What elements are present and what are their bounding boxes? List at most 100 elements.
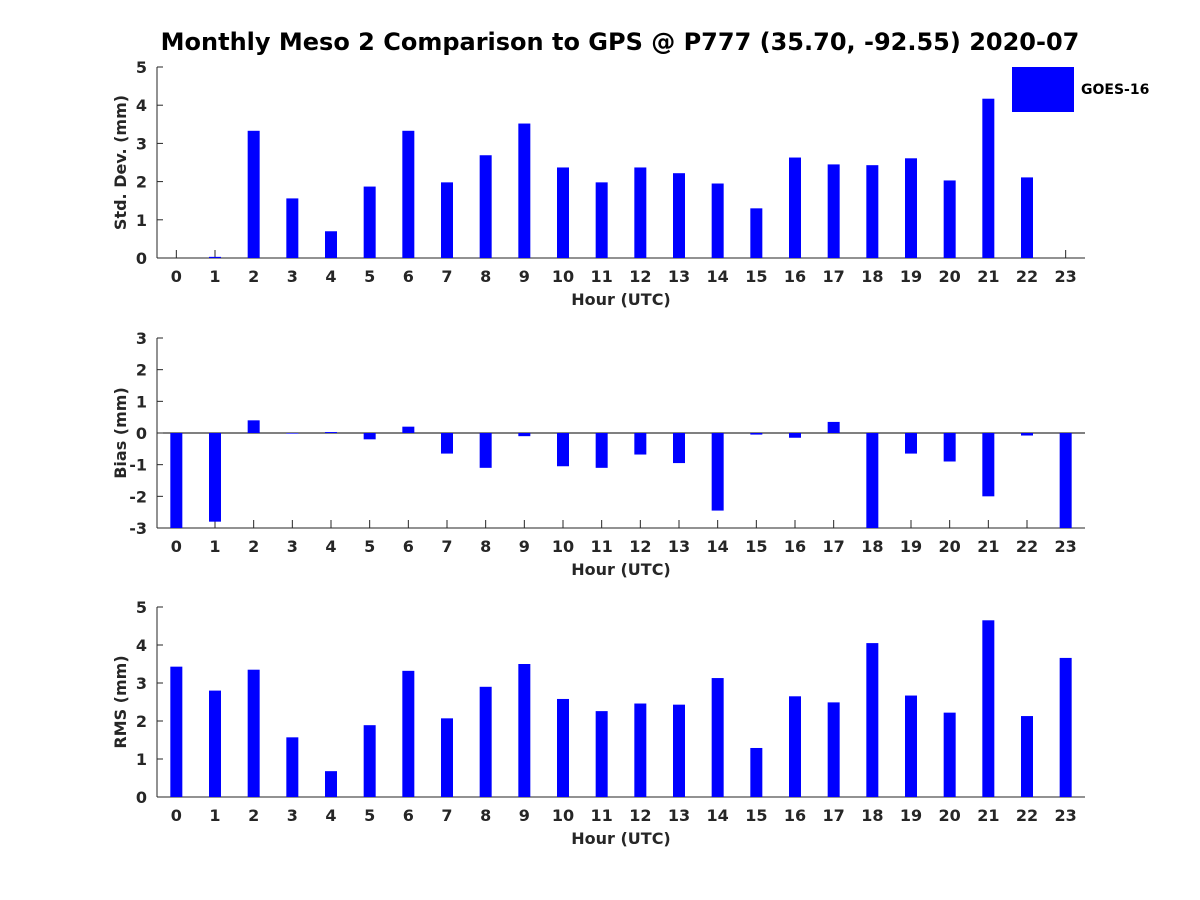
x-tick-label: 0 [171,806,182,825]
bar-rms-16 [789,696,801,797]
bar-rms-12 [634,703,647,797]
bar-std-dev-13 [673,173,685,258]
y-tick-label: 3 [136,134,147,153]
x-tick-label: 2 [248,537,259,556]
bar-bias-9 [518,433,531,437]
bar-std-dev-4 [325,231,337,258]
bar-rms-2 [247,669,260,797]
x-tick-label: 6 [403,537,414,556]
x-tick-label: 3 [287,537,298,556]
bar-rms-21 [982,620,995,797]
bar-std-dev-8 [479,155,492,258]
bar-rms-7 [441,718,453,797]
y-tick-label: 5 [136,58,147,77]
bar-rms-10 [557,698,569,797]
x-tick-label: 4 [325,537,336,556]
bar-std-dev-15 [750,208,763,258]
bar-bias-19 [905,433,917,454]
bar-bias-6 [402,426,415,433]
x-tick-label: 13 [668,806,690,825]
bar-rms-11 [595,711,608,797]
x-tick-label: 18 [861,537,883,556]
bar-std-dev-17 [827,164,840,258]
x-tick-label: 21 [977,806,999,825]
x-tick-label: 12 [629,537,651,556]
y-tick-label: 2 [136,173,147,192]
bar-rms-13 [673,704,685,797]
x-tick-label: 15 [745,537,767,556]
y-tick-label: -2 [129,487,147,506]
bar-std-dev-3 [286,198,299,258]
x-tick-label: 14 [707,806,729,825]
bar-rms-23 [1059,657,1072,797]
bar-bias-8 [479,433,492,468]
bar-std-dev-21 [982,98,995,259]
y-tick-label: -3 [129,519,147,538]
x-tick-label: 1 [209,267,220,286]
legend: GOES-16 [1012,67,1149,112]
x-tick-label: 19 [900,537,922,556]
legend-label: GOES-16 [1081,81,1150,98]
x-axis-label: Hour (UTC) [571,290,671,309]
x-tick-label: 9 [519,537,530,556]
x-tick-label: 5 [364,537,375,556]
x-tick-label: 21 [977,267,999,286]
x-tick-label: 13 [668,537,690,556]
x-tick-label: 2 [248,806,259,825]
bar-std-dev-12 [634,167,647,258]
bar-bias-15 [750,433,763,435]
bar-bias-18 [866,433,879,528]
bar-bias-0 [170,433,183,528]
bar-bias-11 [595,433,608,468]
bar-std-dev-14 [711,183,724,258]
x-axis-label: Hour (UTC) [571,560,671,579]
x-tick-label: 1 [209,537,220,556]
bar-rms-4 [325,771,337,797]
x-tick-label: 4 [325,267,336,286]
x-tick-label: 16 [784,267,806,286]
bar-std-dev-16 [789,157,801,258]
x-tick-label: 23 [1055,267,1077,286]
bar-bias-1 [209,433,221,522]
figure-title: Monthly Meso 2 Comparison to GPS @ P777 … [160,28,1080,56]
y-tick-label: 0 [136,788,147,807]
bar-rms-6 [402,670,415,797]
bar-rms-22 [1021,716,1033,797]
y-tick-label: 4 [136,96,147,115]
bar-std-dev-11 [595,182,608,258]
x-tick-label: 13 [668,267,690,286]
x-tick-label: 10 [552,537,574,556]
y-tick-label: 3 [136,674,147,693]
x-tick-label: 17 [823,537,845,556]
y-tick-label: 1 [136,211,147,230]
x-tick-label: 6 [403,267,414,286]
x-tick-label: 0 [171,537,182,556]
y-axis-label: Bias (mm) [111,387,130,479]
bar-std-dev-1 [209,256,221,258]
x-tick-label: 3 [287,267,298,286]
bar-std-dev-6 [402,130,415,258]
y-axis-label: RMS (mm) [111,655,130,748]
bar-std-dev-5 [363,186,376,258]
x-tick-label: 6 [403,806,414,825]
x-tick-label: 11 [591,537,613,556]
x-tick-label: 14 [707,537,729,556]
x-tick-label: 21 [977,537,999,556]
bar-rms-8 [479,686,492,797]
bar-rms-20 [943,712,956,797]
x-tick-label: 11 [591,267,613,286]
x-tick-label: 23 [1055,806,1077,825]
bar-rms-17 [827,702,840,797]
y-tick-label: 2 [136,712,147,731]
y-axis-label: Std. Dev. (mm) [111,95,130,230]
x-tick-label: 12 [629,267,651,286]
x-tick-label: 8 [480,806,491,825]
y-tick-label: 4 [136,636,147,655]
bar-std-dev-7 [441,182,453,258]
x-tick-label: 16 [784,537,806,556]
x-tick-label: 5 [364,267,375,286]
x-tick-label: 7 [441,806,452,825]
bar-std-dev-18 [866,165,879,258]
